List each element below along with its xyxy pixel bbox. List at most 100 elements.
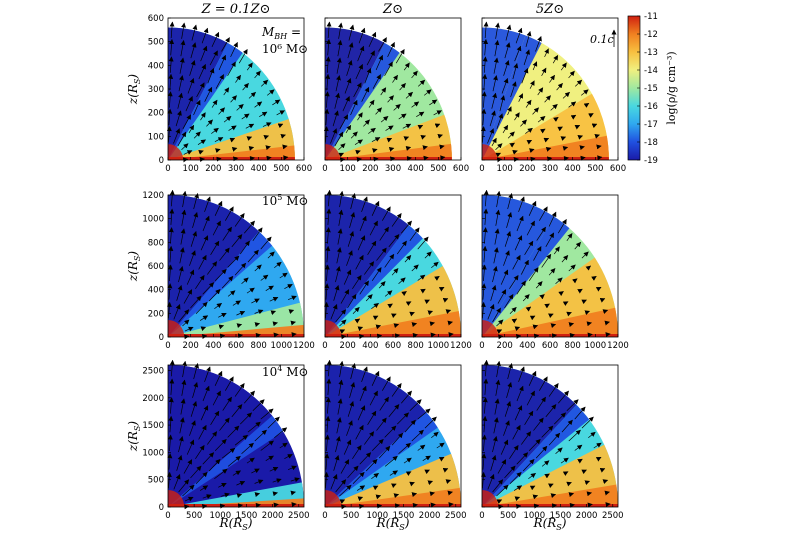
velocity-arrow [277,123,284,129]
velocity-arrow [481,434,487,451]
velocity-arrow [200,45,208,62]
velocity-field [166,359,300,510]
y-tick-label: 1200 [142,191,164,201]
velocity-arrow [357,112,363,121]
velocity-arrow [354,318,361,324]
velocity-arrow [525,306,532,312]
x-tick-label: 300 [542,164,558,174]
velocity-arrow [365,458,378,472]
velocity-arrow [541,460,550,467]
colorbar-tick-label: -18 [644,138,658,148]
row-label-mass-line2: 10⁶ M⊙ [262,42,308,56]
velocity-arrow [234,213,245,227]
velocity-arrow [376,417,387,431]
velocity-arrow [339,114,349,129]
velocity-arrow [491,137,497,147]
velocity-arrow [544,473,550,479]
x-tick-label: 200 [497,341,513,351]
velocity-arrow [193,193,200,210]
velocity-arrow [385,125,394,131]
velocity-arrow [179,247,185,264]
velocity-arrow [438,286,445,292]
velocity-arrow [500,269,509,285]
velocity-arrow [541,253,552,268]
velocity-arrow [409,399,422,412]
velocity-arrow [532,324,539,330]
disk-region [168,268,304,337]
velocity-arrow [184,326,194,332]
velocity-arrow [496,484,509,497]
velocity-arrow [201,27,209,44]
velocity-arrow [574,241,581,250]
velocity-arrow [503,420,510,436]
velocity-arrow [344,77,352,94]
velocity-arrow [379,226,389,241]
velocity-arrow [197,139,206,145]
velocity-arrow [507,363,514,380]
x-tick-label: 400 [205,341,221,351]
velocity-arrow [509,445,519,459]
velocity-arrow [501,77,509,94]
velocity-arrow [260,274,269,281]
velocity-arrow [168,56,174,73]
velocity-arrow [417,125,424,130]
velocity-arrow [325,227,331,244]
velocity-arrow [252,227,263,241]
velocity-arrow [402,123,412,129]
velocity-arrow [398,113,407,120]
velocity-arrow [372,74,381,89]
velocity-arrow [562,301,569,306]
velocity-arrow [279,442,288,449]
velocity-arrow [497,459,507,474]
velocity-arrow [252,399,265,412]
velocity-arrow [541,425,554,438]
velocity-arrow [574,125,581,130]
velocity-arrow [380,116,389,123]
velocity-arrow [544,303,550,309]
velocity-arrow [566,233,573,241]
velocity-arrow [361,366,368,383]
velocity-arrow [393,104,401,111]
velocity-arrow [246,136,253,141]
x-tick-label: 1200 [450,341,472,351]
velocity-arrow [371,370,380,386]
velocity-arrow [236,481,246,486]
velocity-arrow [494,228,500,245]
velocity-arrow [342,96,350,112]
velocity-arrow [447,490,453,496]
velocity-arrow [505,24,512,41]
velocity-arrow [439,144,445,150]
velocity-arrow [533,417,544,431]
velocity-arrow [482,227,488,244]
velocity-arrow [507,193,514,210]
velocity-field [480,189,611,340]
velocity-arrow [555,447,563,455]
x-tick-label: 0 [322,164,327,174]
velocity-arrow [529,485,536,491]
velocity-arrow [180,398,186,415]
velocity-arrow [549,74,555,83]
x-tick-label: 400 [362,341,378,351]
disk-region [325,69,452,160]
velocity-arrow [183,289,193,304]
velocity-arrow [200,112,206,121]
disk-core [168,489,304,507]
velocity-arrow [553,246,560,255]
velocity-arrow [361,86,370,102]
velocity-arrow [533,246,542,261]
velocity-arrow [506,211,513,228]
velocity-arrow [343,439,352,455]
velocity-arrow [179,417,185,434]
velocity-arrow [387,303,393,309]
x-tick-label: 1000 [366,511,388,521]
velocity-arrow [225,206,234,221]
velocity-arrow [512,254,521,270]
velocity-arrow [209,50,218,66]
velocity-arrow [350,99,358,116]
y-tick-label: 600 [148,14,164,24]
velocity-arrow [324,453,330,470]
inner-core [168,489,185,507]
velocity-arrow [539,206,548,221]
column-title: Z⊙ [382,2,403,17]
